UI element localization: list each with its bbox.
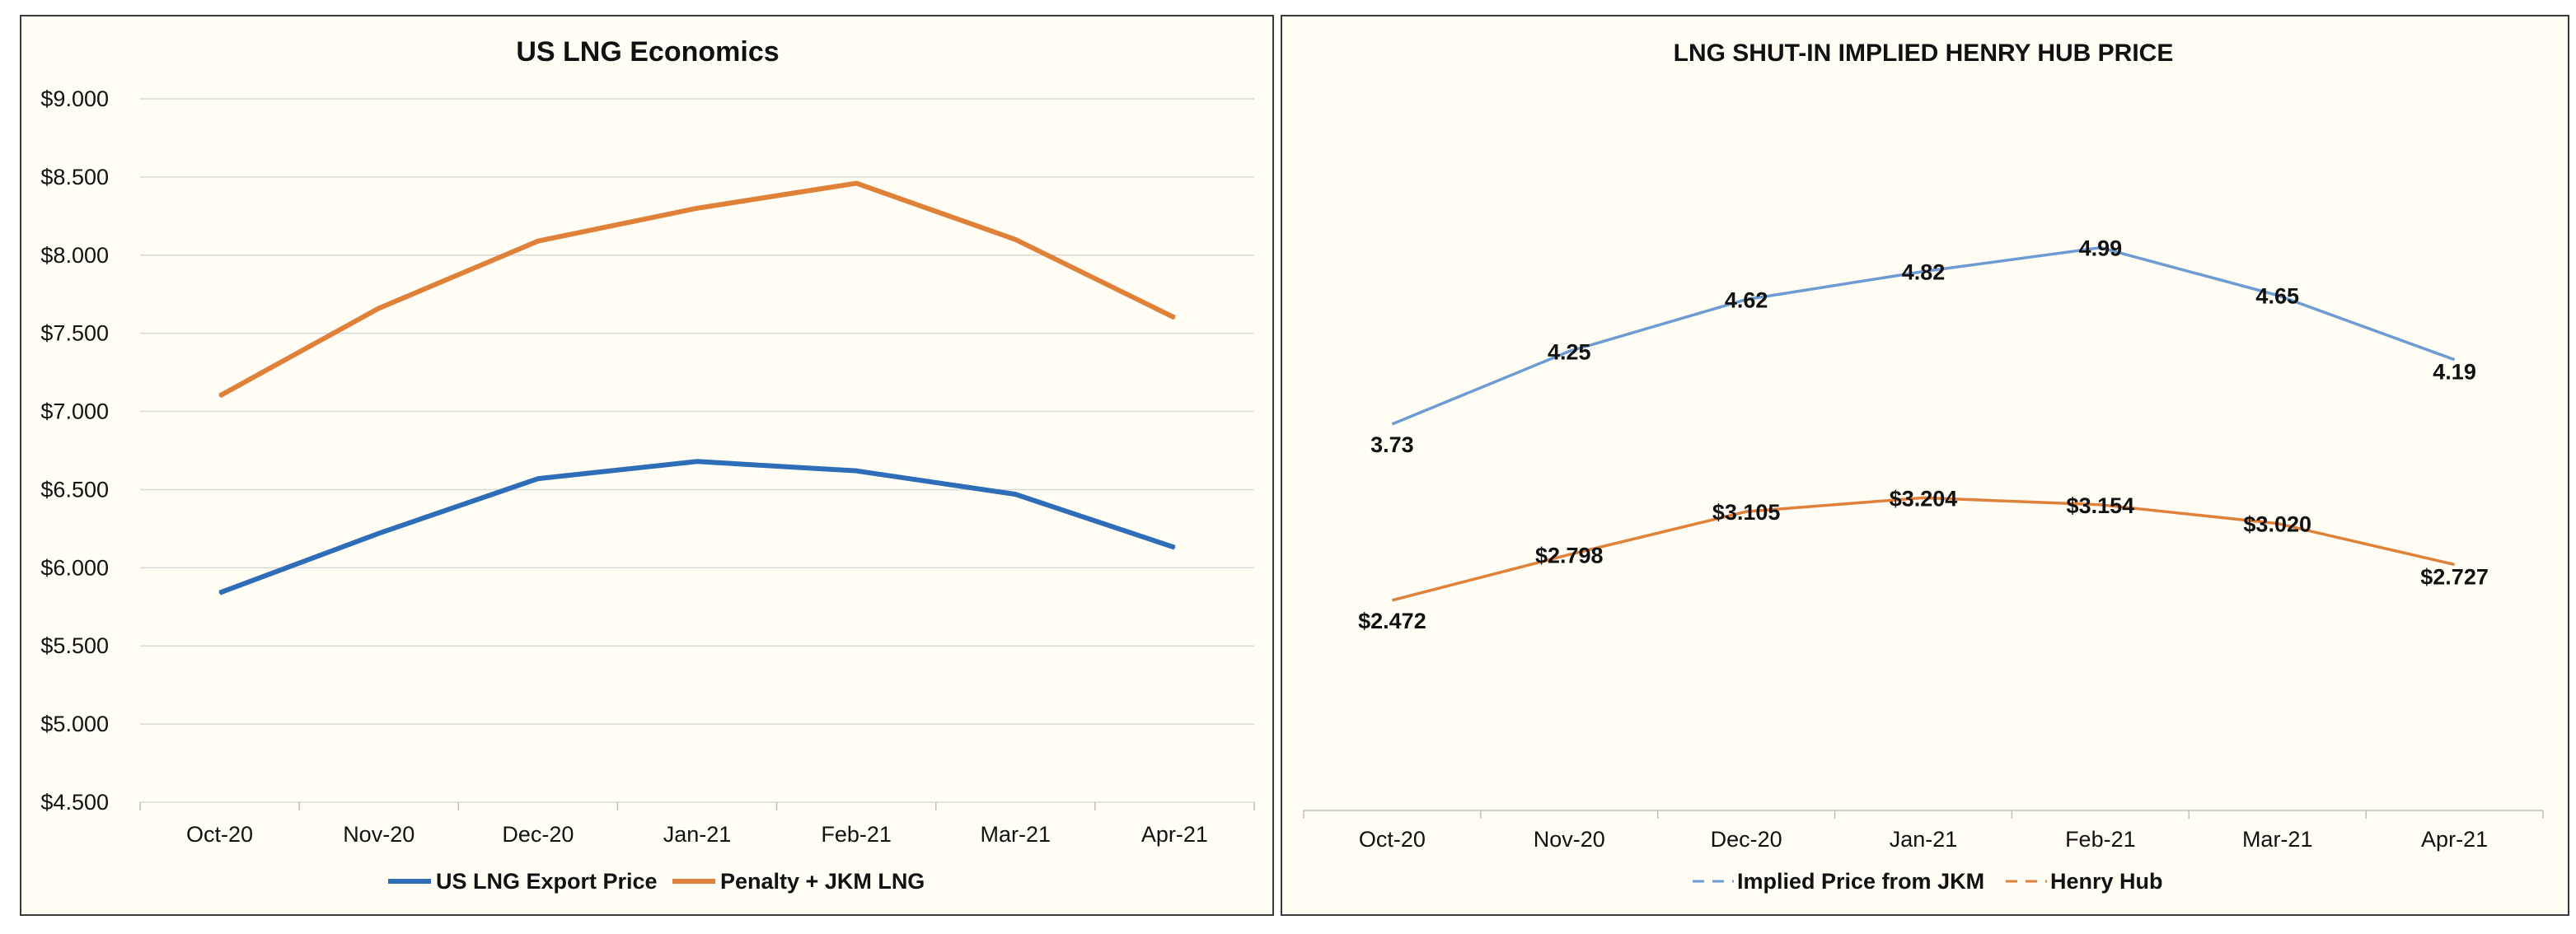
data-point — [1014, 238, 1017, 241]
data-point — [1173, 546, 1176, 549]
data-point — [536, 478, 539, 480]
x-tick-label: Feb-21 — [821, 822, 892, 847]
data-label: 4.19 — [2433, 360, 2476, 385]
y-tick-label: $4.500 — [40, 790, 109, 815]
data-label: $3.204 — [1890, 486, 1958, 511]
y-tick-label: $7.500 — [40, 321, 109, 346]
x-tick-label: Oct-20 — [186, 822, 253, 847]
data-label: $2.798 — [1535, 543, 1604, 567]
y-tick-label: $6.500 — [40, 477, 109, 502]
x-tick-label: Nov-20 — [1534, 827, 1605, 852]
data-label: 3.73 — [1370, 432, 1414, 457]
data-point — [377, 532, 380, 535]
y-tick-label: $8.500 — [40, 165, 109, 189]
data-label: 4.99 — [2079, 236, 2123, 261]
chart-left-svg: US LNG Economics $9.000 $8.500 $8.000 $7.50… — [40, 36, 1255, 894]
data-point — [1014, 493, 1017, 496]
data-point — [536, 240, 539, 242]
legend-label: Implied Price from JKM — [1737, 869, 1984, 894]
x-tick-label: Oct-20 — [1359, 827, 1426, 852]
series-line-0 — [1391, 245, 2456, 426]
x-tick-label: Jan-21 — [1890, 827, 1958, 852]
x-tick-label: Jan-21 — [663, 822, 732, 847]
data-label: $3.020 — [2243, 512, 2311, 537]
us-lng-economics-chart: US LNG Economics $9.000 $8.500 $8.000 $7.50… — [20, 15, 1274, 916]
data-label: 4.25 — [1548, 340, 1591, 365]
data-label: 4.65 — [2255, 284, 2299, 309]
legend-label: US LNG Export Price — [436, 869, 658, 894]
series-line-1 — [218, 180, 1176, 399]
x-tick-label: Mar-21 — [2242, 827, 2313, 852]
legend-label: Henry Hub — [2050, 869, 2163, 894]
y-tick-label: $5.500 — [40, 633, 109, 658]
data-label: $3.154 — [2067, 493, 2135, 518]
x-tick-label: Apr-21 — [1141, 822, 1208, 847]
y-tick-label: $7.000 — [40, 399, 109, 424]
x-tick-label: Dec-20 — [502, 822, 574, 847]
data-point — [855, 469, 858, 472]
x-tick-label: Nov-20 — [343, 822, 415, 847]
y-tick-label: $6.000 — [40, 555, 109, 580]
x-tick-label: Apr-21 — [2421, 827, 2488, 852]
x-tick-label: Feb-21 — [2065, 827, 2136, 852]
data-point — [696, 460, 698, 463]
data-label: $3.105 — [1712, 500, 1781, 525]
legend-label: Penalty + JKM LNG — [720, 869, 925, 894]
y-tick-label: $5.000 — [40, 712, 109, 736]
data-label: $2.727 — [2420, 564, 2489, 589]
chart-right-svg: LNG SHUT-IN IMPLIED HENRY HUB PRICE Oct-… — [1303, 40, 2544, 894]
x-tick-label: Dec-20 — [1711, 827, 1782, 852]
series-line-0 — [218, 459, 1176, 595]
chart-right-title: LNG SHUT-IN IMPLIED HENRY HUB PRICE — [1674, 40, 2174, 67]
data-point — [218, 591, 221, 594]
implied-henry-hub-chart: LNG SHUT-IN IMPLIED HENRY HUB PRICE Oct-… — [1281, 15, 2569, 916]
data-label: 4.82 — [1902, 260, 1946, 285]
data-label: $2.472 — [1358, 609, 1426, 633]
data-point — [855, 182, 858, 184]
data-point — [218, 395, 221, 397]
data-point — [377, 307, 380, 310]
y-tick-label: $9.000 — [40, 86, 109, 111]
data-label: 4.62 — [1725, 288, 1768, 313]
x-tick-label: Mar-21 — [981, 822, 1051, 847]
data-point — [696, 207, 698, 209]
y-tick-label: $8.000 — [40, 243, 109, 268]
data-point — [1173, 316, 1176, 319]
chart-left-title: US LNG Economics — [516, 36, 779, 68]
series-line-1 — [1391, 496, 2455, 602]
